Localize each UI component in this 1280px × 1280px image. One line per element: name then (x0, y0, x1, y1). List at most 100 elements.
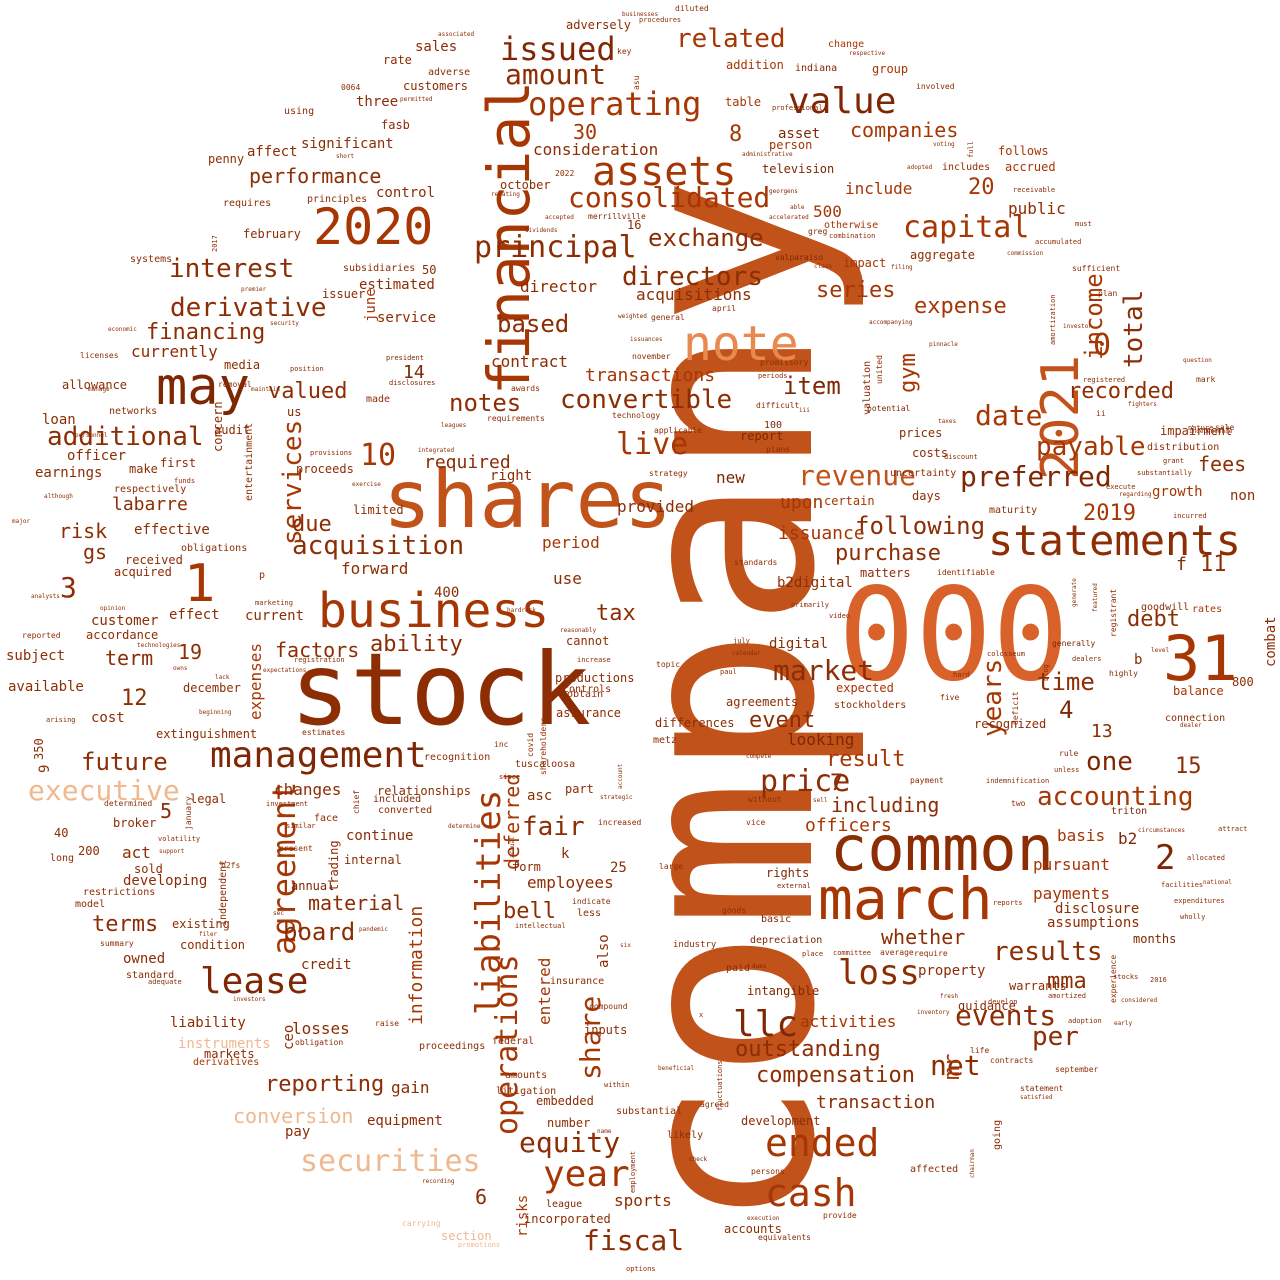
word-july: july (733, 637, 750, 645)
word-pinnacle: pinnacle (929, 341, 958, 348)
word-raise: raise (375, 1019, 400, 1028)
word-april: april (712, 304, 737, 313)
word-external: external (777, 882, 811, 890)
word-face: face (314, 813, 339, 824)
word-issuances: issuances (630, 336, 663, 343)
word-expectations: expectations (263, 667, 307, 674)
word-trading: trading (327, 840, 341, 891)
word-one: one (1086, 747, 1133, 777)
word-november: november (632, 352, 671, 361)
word-cash: cash (765, 1171, 857, 1215)
word-pursuant: pursuant (1033, 855, 1111, 874)
word-changes: changes (274, 780, 342, 799)
word-labarre: labarre (112, 494, 188, 515)
word-officers: officers (805, 815, 892, 836)
word-2016: 2016 (1150, 976, 1167, 984)
word-amount: amount (505, 58, 607, 91)
word-b2: b2 (1118, 829, 1138, 848)
word-develop: develop (988, 998, 1018, 1006)
word-indemnification: indemnification (986, 777, 1050, 785)
word-part: part (565, 782, 594, 796)
word-1: 1 (184, 554, 216, 614)
word-league: league (546, 1199, 583, 1210)
word-pandemic: pandemic (359, 926, 388, 933)
word-determine: determine (448, 823, 481, 830)
word-purchase: purchase (835, 541, 941, 566)
word-promotions: promotions (458, 1241, 501, 1249)
word-required: required (424, 452, 511, 473)
word-generate: generate (1071, 578, 1078, 607)
word-without: without (748, 795, 782, 804)
word-determined: determined (104, 799, 153, 808)
word-payable: payable (1036, 432, 1146, 462)
word-greg: greg (808, 227, 828, 236)
word-continue: continue (346, 828, 414, 844)
word-companies: companies (850, 118, 959, 142)
word-reporting: reporting (265, 1072, 385, 1097)
word-loan: loan (42, 412, 76, 428)
word-sold: sold (134, 862, 163, 876)
word-going: going (992, 1119, 1003, 1150)
word-additional: additional (47, 422, 204, 452)
word-p: p (259, 570, 266, 581)
word-25: 25 (610, 860, 627, 876)
word-20: 20 (968, 175, 995, 200)
word-reported: reported (22, 631, 61, 640)
word-extinguishment: extinguishment (156, 727, 258, 741)
word-diluted: diluted (675, 4, 709, 13)
word-expected: expected (836, 681, 894, 695)
word-maturity: maturity (989, 505, 1038, 516)
word-requirements: requirements (487, 414, 545, 423)
word-market: market (773, 654, 875, 687)
word-equipment: equipment (367, 1113, 443, 1129)
word-information: information (406, 905, 427, 1025)
word-recognized: recognized (974, 717, 1047, 731)
word-included: included (373, 794, 422, 805)
word-asc: asc (527, 788, 553, 804)
word-sec: sec (273, 910, 284, 917)
word-price: price (760, 764, 851, 799)
word-permitted: permitted (400, 96, 433, 103)
word-combat: combat (1263, 616, 1279, 667)
word-generally: generally (1052, 639, 1096, 648)
word-dues: dues (752, 963, 767, 970)
word-limited: limited (353, 503, 404, 517)
word-six: six (620, 942, 631, 949)
word-analysts: analysts (31, 593, 60, 600)
word-funds: funds (174, 477, 196, 485)
word-affected: affected (910, 1164, 959, 1175)
word-owned: owned (123, 951, 166, 967)
word-audit: audit (214, 423, 251, 437)
word-administrative: administrative (742, 151, 793, 158)
word-compensation: compensation (756, 1063, 915, 1088)
word-employees: employees (527, 873, 614, 892)
word-hard: hard (953, 671, 970, 679)
word-net: net (930, 1049, 981, 1082)
word-3: 3 (60, 571, 77, 604)
word-assumptions: assumptions (1047, 915, 1140, 931)
word-periods: periods (758, 372, 788, 380)
word-received: received (125, 553, 183, 567)
word-promissory: promissory (760, 358, 809, 367)
word-first: first (160, 456, 197, 470)
word-personnel: personnel (75, 432, 108, 439)
word-2017: 2017 (211, 235, 219, 252)
word-equity: equity (519, 1126, 621, 1159)
word-short: short (336, 153, 355, 160)
word-registration: registration (294, 656, 345, 664)
word-12: 12 (121, 686, 148, 711)
word-16: 16 (627, 218, 642, 232)
word-goodwill: goodwill (1141, 602, 1190, 613)
word-affect: affect (247, 144, 298, 160)
word-effect: effect (169, 607, 220, 623)
word-accounts: accounts (724, 1222, 782, 1236)
word-arising: arising (46, 716, 76, 724)
word-2020: 2020 (313, 198, 434, 256)
word-legal: legal (190, 792, 227, 806)
word-asset: asset (778, 126, 821, 142)
word-matters: matters (860, 566, 911, 580)
word-january: january (184, 796, 193, 830)
word-shareholders: shareholders (539, 717, 548, 775)
word-recognition: recognition (424, 752, 491, 763)
word-material: material (308, 891, 405, 915)
